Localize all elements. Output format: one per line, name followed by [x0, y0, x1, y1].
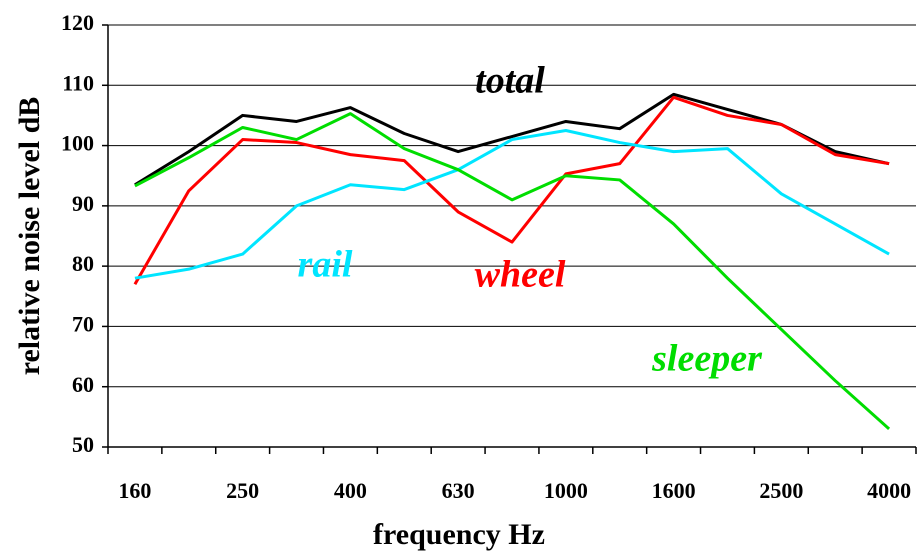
- x-tick-label: 1000: [544, 478, 588, 503]
- y-tick-label: 70: [72, 311, 94, 336]
- series-label: wheel: [475, 254, 566, 296]
- y-tick-label: 110: [62, 70, 94, 95]
- x-tick-label: 160: [118, 478, 151, 503]
- x-axis-title: frequency Hz: [373, 518, 545, 551]
- y-axis-title: relative noise level dB: [13, 97, 46, 376]
- x-tick-label: 4000: [867, 478, 911, 503]
- series-line: [133, 95, 890, 285]
- x-tick-label: 1600: [652, 478, 696, 503]
- series-label: rail: [298, 244, 353, 286]
- y-tick-label: 100: [61, 131, 94, 156]
- series-line: [134, 112, 891, 431]
- y-tick-label: 120: [61, 10, 94, 35]
- x-tick-label: 2500: [759, 478, 803, 503]
- x-tick-label: 630: [442, 478, 475, 503]
- y-tick-label: 80: [72, 251, 94, 276]
- x-tick-label: 400: [334, 478, 367, 503]
- series-line: [134, 129, 890, 280]
- y-tick-label: 90: [72, 191, 94, 216]
- y-tick-label: 60: [72, 372, 94, 397]
- series-line: [134, 92, 890, 187]
- x-tick-label: 250: [226, 478, 259, 503]
- series-label: total: [475, 60, 545, 102]
- series-label: sleeper: [651, 338, 763, 380]
- y-tick-label: 50: [72, 432, 94, 457]
